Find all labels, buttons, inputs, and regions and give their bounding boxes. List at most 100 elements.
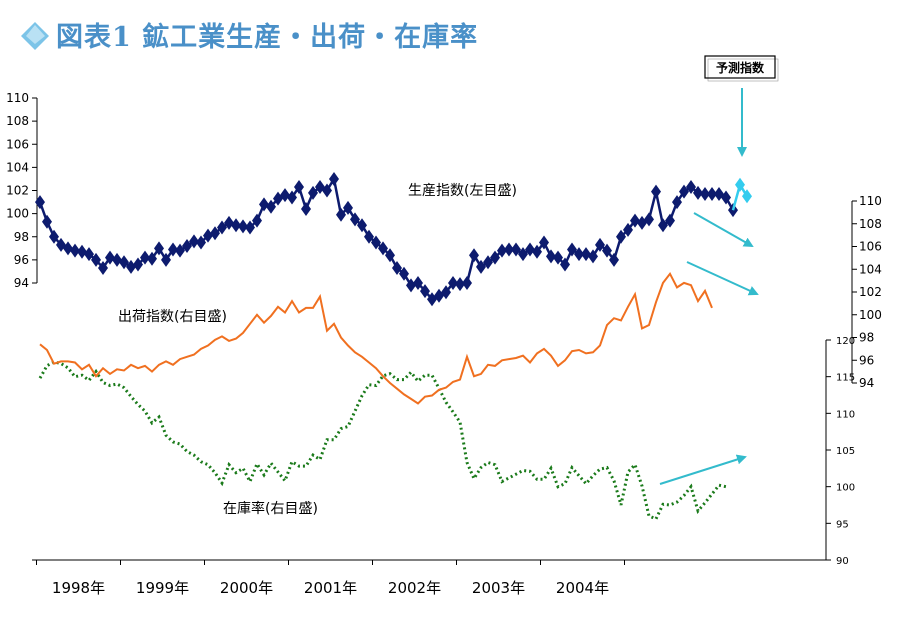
production-point	[574, 247, 584, 262]
production-point	[266, 199, 276, 214]
left-axis-tick-label: 110	[6, 91, 29, 105]
production-point	[595, 237, 605, 252]
production-point	[497, 243, 507, 258]
production-point	[567, 242, 577, 257]
forecast-callout-box	[704, 55, 776, 79]
production-point	[441, 285, 451, 300]
production-point	[420, 284, 430, 299]
production-point	[182, 239, 192, 253]
production-point	[525, 242, 535, 257]
right-inventory-axis-tick-label: 105	[836, 446, 855, 457]
production-point	[287, 190, 297, 205]
inventory-annotation: 在庫率(右目盛)	[223, 500, 318, 517]
production-forecast-point	[742, 189, 752, 204]
production-forecast-point	[735, 177, 745, 192]
production-point	[371, 235, 381, 250]
left-axis-tick-label: 102	[6, 184, 29, 198]
x-axis-year-label: 2003年	[472, 579, 525, 597]
production-point	[203, 228, 213, 243]
production-point	[693, 185, 703, 200]
arrows	[659, 88, 759, 485]
production-point	[259, 197, 269, 212]
right-shipments-axis-tick-label: 96	[859, 353, 874, 367]
production-point	[518, 247, 528, 262]
production-point	[231, 218, 241, 233]
production-point	[133, 257, 143, 272]
production-point	[392, 260, 402, 275]
production-point	[448, 276, 458, 290]
production-point	[175, 243, 185, 258]
right-inventory-axis-tick-label: 110	[836, 409, 855, 420]
production-point	[168, 242, 178, 257]
production-point	[455, 277, 465, 292]
left-axis-tick-label: 94	[14, 276, 29, 290]
production-point	[700, 186, 710, 201]
production-point	[147, 251, 157, 266]
production-point	[686, 180, 696, 195]
production-point	[462, 276, 472, 290]
production-point	[476, 259, 486, 274]
production-point	[294, 180, 304, 195]
x-axis-year-label: 1999年	[136, 579, 189, 597]
production-point	[616, 229, 626, 244]
production-point	[490, 250, 500, 265]
production-point	[378, 241, 388, 256]
x-axis-year-label: 2001年	[304, 579, 357, 597]
series-layer	[35, 171, 752, 521]
left-axis-tick-label: 100	[6, 207, 29, 221]
production-point	[238, 219, 248, 234]
production-point	[301, 202, 311, 216]
production-point	[224, 215, 234, 230]
production-point	[707, 186, 717, 201]
right-shipments-axis-tick-label: 108	[859, 217, 882, 231]
chart-title: 図表1 鉱工業生産・出荷・在庫率	[21, 21, 478, 53]
left-axis-tick-label: 106	[6, 137, 29, 151]
production-point	[532, 244, 542, 259]
production-point	[210, 226, 220, 241]
right-shipments-axis-tick-label: 104	[859, 262, 882, 276]
production-point	[189, 234, 199, 249]
production-point	[665, 213, 675, 228]
production-point	[357, 218, 367, 233]
x-axis-year-label: 2000年	[220, 579, 273, 597]
x-axis-year-label: 2004年	[556, 579, 609, 597]
shipments-annotation: 出荷指数(右目盛)	[118, 309, 227, 325]
production-point	[245, 220, 255, 235]
title-text: 図表1 鉱工業生産・出荷・在庫率	[56, 21, 478, 53]
right-shipments-axis-tick-label: 102	[859, 285, 882, 299]
forecast-callout-label: 予測指数	[716, 60, 765, 75]
production-point	[70, 243, 80, 258]
production-point	[154, 241, 164, 256]
left-axis-tick-label: 108	[6, 114, 29, 128]
production-point	[49, 229, 59, 244]
production-point	[385, 248, 395, 263]
production-point	[77, 244, 87, 259]
left-axis-tick-label: 104	[6, 160, 29, 174]
production-series-line	[38, 175, 735, 301]
production-point	[252, 213, 262, 228]
production-point	[581, 247, 591, 262]
production-point	[161, 252, 171, 267]
production-point	[98, 260, 108, 275]
production-point	[119, 255, 129, 270]
production-point	[672, 195, 682, 210]
production-point	[112, 252, 122, 267]
production-point	[539, 235, 549, 250]
right-inventory-axis-tick-label: 100	[836, 483, 855, 494]
production-point	[280, 188, 290, 203]
production-point	[658, 218, 668, 233]
right-shipments-axis-tick-label: 110	[859, 194, 882, 208]
production-point	[217, 220, 227, 235]
production-point	[560, 257, 570, 272]
production-point	[35, 195, 45, 210]
right-inventory-axis-tick-label: 90	[836, 556, 849, 567]
right-inventory-axis-tick-label: 95	[836, 519, 849, 530]
production-point	[399, 266, 409, 281]
right-shipments-axis-tick-label: 106	[859, 240, 882, 254]
inventory-axis-arrow	[659, 454, 747, 485]
production-point	[588, 249, 598, 264]
right-inventory-axis-tick-label: 120	[836, 336, 855, 347]
production-point	[609, 252, 619, 267]
diamond-bullet-icon	[21, 22, 49, 50]
